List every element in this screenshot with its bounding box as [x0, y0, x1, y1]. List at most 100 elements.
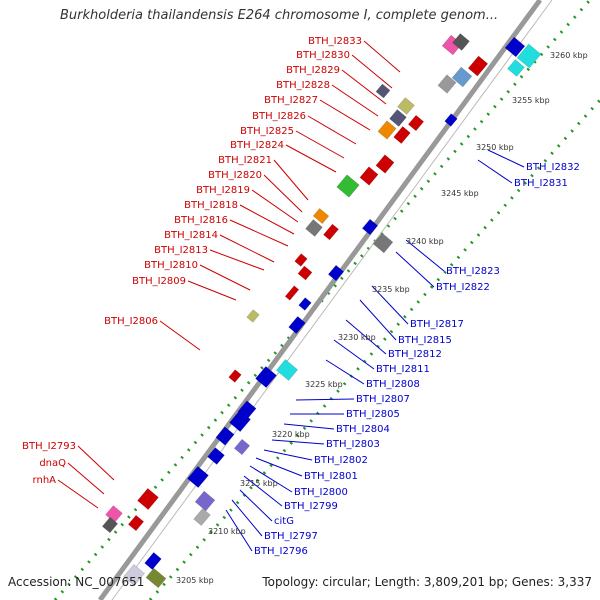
- gene-leader-line: [251, 189, 299, 223]
- gene-block: [233, 438, 251, 456]
- gene-leader-line: [295, 398, 355, 401]
- gene-label-right: BTH_I2832: [526, 162, 580, 173]
- gene-block: [327, 264, 345, 282]
- gene-leader-line: [307, 115, 357, 145]
- gene-block: [323, 223, 339, 241]
- gene-block: [467, 55, 489, 77]
- gene-label-right: BTH_I2796: [254, 546, 308, 557]
- gene-block: [452, 33, 470, 51]
- gene-leader-line: [159, 320, 201, 351]
- gene-block: [375, 83, 391, 99]
- gene-leader-line: [187, 280, 237, 301]
- gene-leader-line: [395, 251, 435, 288]
- gene-leader-line: [255, 457, 303, 477]
- gene-leader-line: [199, 264, 251, 291]
- gene-label-left: BTH_I2818: [184, 200, 238, 211]
- gene-label-left: rnhA: [33, 475, 57, 486]
- gene-label-left: BTH_I2828: [276, 80, 330, 91]
- gene-label-right: BTH_I2802: [314, 455, 368, 466]
- topology-text: Topology: circular; Length: 3,809,201 bp…: [262, 575, 592, 589]
- gene-leader-line: [283, 423, 335, 430]
- gene-leader-line: [249, 465, 293, 493]
- gene-label-right: BTH_I2804: [336, 424, 390, 435]
- kbp-tick-label: 3230 kbp: [338, 333, 376, 342]
- kbp-tick-label: 3240 kbp: [406, 237, 444, 246]
- gene-leader-line: [229, 219, 289, 247]
- gene-label-left: BTH_I2833: [308, 36, 362, 47]
- gene-label-right: BTH_I2817: [410, 319, 464, 330]
- gene-leader-line: [341, 69, 387, 105]
- gene-leader-line: [359, 299, 397, 341]
- gene-block: [137, 488, 159, 510]
- gene-leader-line: [219, 234, 275, 263]
- gene-label-right: BTH_I2801: [304, 471, 358, 482]
- kbp-tick-label: 3245 kbp: [441, 189, 479, 198]
- gene-label-right: BTH_I2808: [366, 379, 420, 390]
- gene-label-left: BTH_I2821: [218, 155, 272, 166]
- gene-block: [127, 514, 145, 532]
- gene-label-left: dnaQ: [39, 458, 66, 469]
- gene-block: [144, 552, 162, 570]
- gene-leader-line: [487, 149, 525, 168]
- gene-label-left: BTH_I2819: [196, 185, 250, 196]
- gene-block: [407, 114, 425, 132]
- gene-block: [237, 400, 257, 420]
- gene-leader-line: [371, 285, 409, 325]
- gene-block: [207, 447, 225, 465]
- gene-label-right: BTH_I2805: [346, 409, 400, 420]
- gene-block: [298, 297, 312, 311]
- gene-block: [507, 59, 525, 77]
- gene-label-left: BTH_I2829: [286, 65, 340, 76]
- gene-leader-line: [67, 462, 105, 495]
- gene-label-right: BTH_I2831: [514, 178, 568, 189]
- gene-leader-line: [263, 449, 313, 461]
- gene-block: [145, 567, 167, 589]
- gene-block: [246, 309, 260, 323]
- gene-label-right: BTH_I2812: [388, 349, 442, 360]
- gene-leader-line: [263, 174, 303, 213]
- kbp-tick-label: 3210 kbp: [208, 527, 246, 536]
- gene-label-left: BTH_I2806: [104, 316, 158, 327]
- gene-leader-line: [319, 99, 371, 131]
- gene-leader-line: [209, 249, 265, 271]
- gene-block: [359, 166, 379, 186]
- gene-label-left: BTH_I2820: [208, 170, 262, 181]
- gene-label-right: citG: [274, 516, 294, 527]
- gene-label-left: BTH_I2793: [22, 441, 76, 452]
- gene-block: [375, 154, 395, 174]
- accession-text: Accession: NC_007651: [8, 575, 145, 589]
- gene-leader-line: [477, 159, 513, 184]
- gene-block: [228, 369, 242, 383]
- kbp-tick-label: 3255 kbp: [512, 96, 550, 105]
- gene-block: [516, 43, 542, 69]
- gene-leader-line: [285, 144, 337, 173]
- gene-block: [255, 366, 277, 388]
- gene-block: [297, 265, 313, 281]
- outer-tick-line-right: [148, 98, 600, 600]
- gene-leader-line: [225, 509, 253, 552]
- gene-block: [294, 253, 308, 267]
- kbp-tick-label: 3250 kbp: [476, 143, 514, 152]
- gene-block: [377, 120, 397, 140]
- gene-block: [187, 466, 209, 488]
- gene-block: [284, 285, 300, 301]
- gene-block: [193, 508, 211, 526]
- gene-label-right: BTH_I2823: [446, 266, 500, 277]
- genome-backbone-shadow: [111, 0, 553, 600]
- gene-label-right: BTH_I2803: [326, 439, 380, 450]
- gene-leader-line: [57, 479, 99, 509]
- gene-label-right: BTH_I2800: [294, 487, 348, 498]
- gene-block: [393, 126, 411, 144]
- gene-leader-line: [77, 445, 115, 481]
- gene-leader-line: [331, 84, 379, 117]
- gene-block: [504, 36, 526, 58]
- kbp-tick-label: 3215 kbp: [240, 479, 278, 488]
- gene-leader-line: [333, 339, 375, 370]
- gene-block: [123, 564, 145, 586]
- label-leaders: [57, 40, 525, 552]
- kbp-tick-label: 3205 kbp: [176, 576, 214, 585]
- kbp-tick-label: 3225 kbp: [305, 380, 343, 389]
- gene-block: [276, 359, 298, 381]
- gene-block: [437, 74, 457, 94]
- gene-label-left: BTH_I2826: [252, 111, 306, 122]
